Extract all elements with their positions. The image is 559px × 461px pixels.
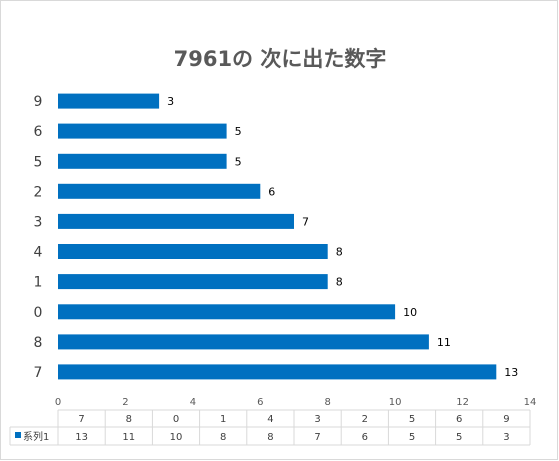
- table-header-cell-7: 7: [78, 414, 84, 425]
- bar-1: [58, 274, 328, 290]
- x-tick-label-0: 0: [55, 397, 61, 408]
- table-value-cell-7: 13: [75, 432, 88, 443]
- bar-7: [58, 364, 497, 380]
- table-value-cell-9: 3: [503, 432, 509, 443]
- x-tick-label-6: 6: [257, 397, 263, 408]
- table-header-cell-5: 5: [409, 414, 415, 425]
- y-tick-label-4: 4: [34, 245, 43, 261]
- y-axis-labels: 7 8 0 1 4 3 2 5 6 9: [34, 94, 43, 381]
- data-table: 7 13 8 11 0 10 1 8 4 8 3 7 2 6 5 5 6 5 9 3 系列1: [9, 409, 531, 446]
- table-header-cell-9: 9: [503, 414, 509, 425]
- table-value-cell-4: 8: [267, 432, 273, 443]
- chart-title: 7961の 次に出た数字: [174, 47, 387, 71]
- table-value-cell-2: 6: [362, 432, 368, 443]
- table-header-cell-1: 1: [220, 414, 226, 425]
- y-tick-label-7: 7: [34, 365, 43, 381]
- legend-key: [15, 432, 21, 438]
- table-value-cell-8: 11: [122, 432, 135, 443]
- y-tick-label-8: 8: [34, 335, 43, 351]
- bar-3: [58, 213, 294, 229]
- bar-5: [58, 153, 227, 169]
- table-header-cell-3: 3: [314, 414, 320, 425]
- bar-0: [58, 304, 396, 320]
- y-tick-label-1: 1: [34, 275, 43, 291]
- table-header-cell-6: 6: [456, 414, 462, 425]
- data-label-1: 8: [336, 276, 343, 289]
- bar-4: [58, 244, 328, 259]
- table-series-name: 系列1: [23, 430, 49, 443]
- data-labels: 13 11 10 8 8 7 6 5 5 3: [167, 95, 518, 379]
- data-label-2: 6: [268, 185, 275, 198]
- bar-8: [58, 334, 429, 350]
- x-tick-label-14: 14: [524, 397, 537, 408]
- data-label-3: 7: [302, 215, 309, 228]
- x-tick-label-2: 2: [122, 397, 128, 408]
- data-label-5: 5: [235, 155, 242, 168]
- table-value-cell-0: 10: [170, 432, 183, 443]
- table-value-cell-5: 5: [409, 432, 415, 443]
- bar-group: [58, 93, 497, 380]
- table-header-cell-0: 0: [173, 414, 179, 425]
- bar-6: [58, 123, 227, 139]
- table-value-cell-6: 5: [456, 432, 462, 443]
- x-axis: 0 2 4 6 8 10 12 14: [55, 397, 537, 408]
- x-tick-label-12: 12: [456, 397, 469, 408]
- x-tick-label-10: 10: [389, 397, 402, 408]
- y-tick-label-0: 0: [34, 305, 43, 321]
- data-label-9: 3: [167, 95, 174, 108]
- table-value-cell-3: 7: [314, 432, 320, 443]
- data-label-6: 5: [235, 125, 242, 138]
- x-tick-label-4: 4: [190, 397, 196, 408]
- table-value-cell-1: 8: [220, 432, 226, 443]
- data-label-0: 10: [403, 306, 417, 319]
- y-tick-label-2: 2: [34, 184, 43, 200]
- data-label-7: 13: [504, 366, 518, 379]
- y-tick-label-3: 3: [34, 214, 43, 230]
- y-tick-label-5: 5: [34, 154, 43, 170]
- data-label-4: 8: [336, 246, 343, 259]
- bar-2: [58, 183, 261, 199]
- table-header-cell-8: 8: [126, 414, 132, 425]
- x-tick-label-8: 8: [325, 397, 331, 408]
- table-header-cell-2: 2: [362, 414, 368, 425]
- data-label-8: 11: [437, 336, 451, 349]
- y-tick-label-9: 9: [34, 94, 43, 110]
- table-header-cell-4: 4: [267, 414, 273, 425]
- bar-9: [58, 93, 160, 109]
- y-tick-label-6: 6: [34, 124, 43, 140]
